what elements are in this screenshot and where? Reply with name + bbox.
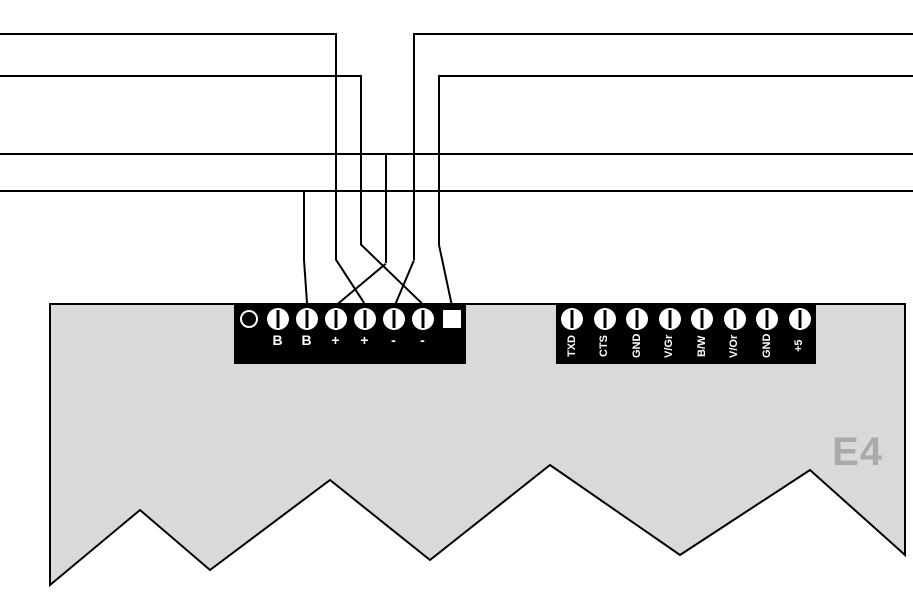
terminal-l0 <box>234 306 263 347</box>
screw-icon <box>561 308 583 330</box>
terminal-label: +5 <box>794 332 805 360</box>
drop-0a <box>335 33 337 260</box>
drop-1a <box>360 75 362 245</box>
terminal-r2: GND <box>621 306 654 360</box>
bus-line-1-right <box>438 75 913 77</box>
terminal-label: - <box>391 333 396 349</box>
bus-line-2-right <box>385 153 913 155</box>
terminal-l5: - <box>379 306 408 349</box>
terminal-r0: TXD <box>556 306 589 360</box>
screw-icon <box>383 308 405 330</box>
terminal-label: B/W <box>697 332 708 360</box>
screw-icon <box>412 308 434 330</box>
terminal-r7: +5 <box>784 306 817 360</box>
screw-icon <box>594 308 616 330</box>
terminal-l6: - <box>408 306 437 349</box>
terminal-r6: GND <box>751 306 784 360</box>
drop-2 <box>385 153 387 263</box>
terminal-label: V/Or <box>729 332 740 360</box>
drop-3 <box>303 190 305 260</box>
terminal-label: V/Gr <box>664 332 675 360</box>
terminal-label: GND <box>632 332 643 360</box>
bus-line-1-left <box>0 75 360 77</box>
screw-icon <box>659 308 681 330</box>
drop-0b <box>413 33 415 260</box>
bus-line-2-left <box>0 153 385 155</box>
terminal-l3: + <box>321 306 350 349</box>
terminal-block-left: B B + + - - <box>234 304 466 364</box>
terminal-label: + <box>331 333 339 349</box>
terminal-label: TXD <box>567 332 578 360</box>
bus-line-3-right <box>303 190 913 192</box>
board-label: E4 <box>832 430 883 498</box>
terminal-r4: B/W <box>686 306 719 360</box>
bus-line-3-left <box>0 190 303 192</box>
drop-1b <box>438 75 440 245</box>
bus-line-0-left <box>0 33 335 35</box>
terminal-marker-open-circle <box>240 310 258 328</box>
screw-icon <box>724 308 746 330</box>
bus-line-0-right <box>413 33 913 35</box>
screw-icon <box>626 308 648 330</box>
terminal-l2: B <box>292 306 321 349</box>
screw-icon <box>789 308 811 330</box>
screw-icon <box>296 308 318 330</box>
terminal-label: GND <box>762 332 773 360</box>
terminal-l1: B <box>263 306 292 349</box>
screw-icon <box>325 308 347 330</box>
terminal-label: - <box>420 333 425 349</box>
terminal-r1: CTS <box>589 306 622 360</box>
terminal-r5: V/Or <box>719 306 752 360</box>
screw-icon <box>267 308 289 330</box>
screw-icon <box>756 308 778 330</box>
terminal-l7 <box>437 306 466 347</box>
screw-icon <box>354 308 376 330</box>
terminal-l4: + <box>350 306 379 349</box>
diagram-stage: { "canvas": { "width": 913, "height": 60… <box>0 0 913 608</box>
terminal-label: B <box>301 333 311 349</box>
screw-icon <box>691 308 713 330</box>
terminal-r3: V/Gr <box>654 306 687 360</box>
terminal-label: B <box>272 333 282 349</box>
terminal-label: + <box>360 333 368 349</box>
terminal-marker-square <box>443 310 461 328</box>
terminal-label: CTS <box>599 332 610 360</box>
terminal-block-right: TXD CTS GND V/Gr B/W V/Or GND +5 <box>556 304 816 364</box>
